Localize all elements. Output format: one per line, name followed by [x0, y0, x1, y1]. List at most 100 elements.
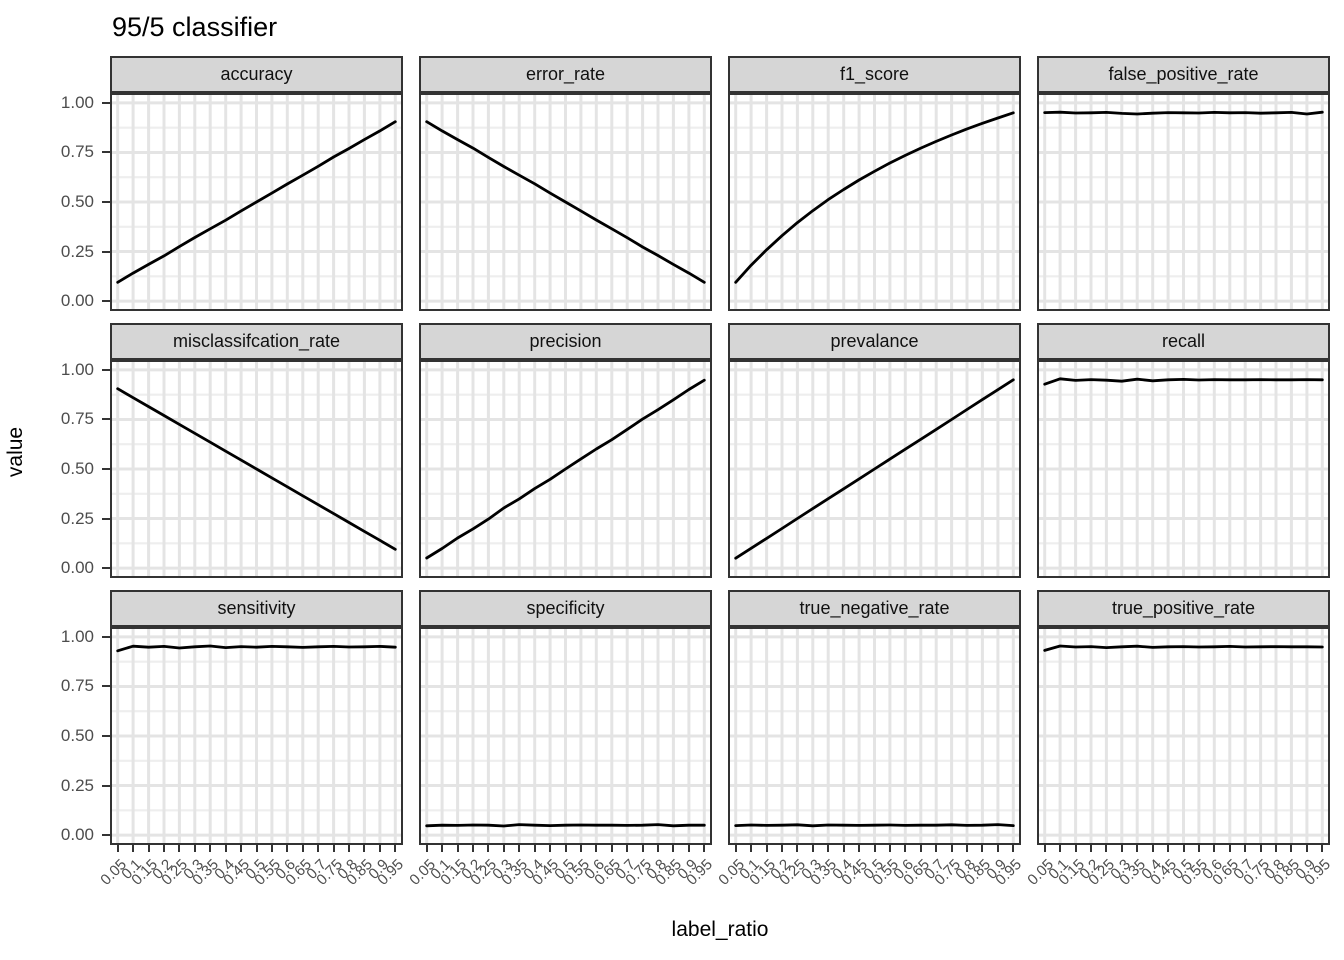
y-tick-label: 1.00 — [60, 92, 94, 112]
x-tick-mark — [1275, 845, 1278, 852]
x-axis-title: label_ratio — [671, 918, 769, 941]
facet-strip-label: recall — [1161, 331, 1205, 351]
data-line — [425, 823, 706, 828]
x-tick-mark — [502, 845, 505, 852]
y-tick-mark — [102, 685, 110, 688]
data-line — [1043, 377, 1324, 386]
facet-row: 1.00 0.75 0.50 0.25 0.00 accuracy error_rate f1… — [0, 56, 1344, 311]
facet-panel — [419, 360, 712, 578]
facet-grid: 1.00 0.75 0.50 0.25 0.00 accuracy error_rate f1… — [0, 56, 1344, 933]
x-tick-mark — [209, 845, 212, 852]
facet-strip: recall — [1037, 323, 1330, 360]
x-tick-mark — [796, 845, 799, 852]
x-tick-mark — [363, 845, 366, 852]
data-line — [734, 378, 1015, 560]
x-tick-mark — [858, 845, 861, 852]
facet-row: 1.00 0.75 0.50 0.25 0.00 misclassifcation_rat… — [0, 323, 1344, 578]
x-tick-mark — [888, 845, 891, 852]
panel-border — [1037, 93, 1330, 311]
x-tick-mark — [1151, 845, 1154, 852]
x-tick-mark — [966, 845, 969, 852]
data-line — [734, 823, 1015, 828]
facet-strip-label: true_negative_rate — [799, 598, 950, 618]
x-tick-mark — [827, 845, 830, 852]
x-tick-mark — [734, 845, 737, 852]
panel-canvas — [1037, 360, 1330, 578]
facet-panel — [728, 93, 1021, 311]
facet-strip-label: f1_score — [839, 64, 910, 84]
facet-strip-label: misclassifcation_rate — [172, 331, 341, 351]
panel-canvas — [419, 627, 712, 845]
facet-strip-label: false_positive_rate — [1108, 64, 1259, 84]
x-tick-mark — [1244, 845, 1247, 852]
facet-panel — [419, 93, 712, 311]
facet-panel — [728, 360, 1021, 578]
facet-strip: f1_score — [728, 56, 1021, 93]
x-axis: 0.05 0.1 0.15 0.2 0.25 0.3 0.35 0.4 0.45 0.5 0.55 0… — [406, 845, 716, 921]
data-line — [425, 120, 706, 284]
panel-border — [728, 360, 1021, 578]
y-tick-label: 0.50 — [60, 192, 94, 211]
facet-panel — [728, 627, 1021, 845]
facet-strip-label: true_positive_rate — [1111, 598, 1256, 618]
panel-canvas — [1037, 627, 1330, 845]
x-tick-mark — [301, 845, 304, 852]
x-tick-mark — [811, 845, 814, 852]
facet-error_rate: error_rate — [419, 56, 712, 311]
y-tick-mark — [102, 834, 110, 837]
x-tick-mark — [780, 845, 783, 852]
facet-strip-label: accuracy — [220, 64, 293, 84]
y-tick-label: 0.00 — [60, 558, 94, 578]
facet-true_negative_rate: true_negative_rate 0.05 0.1 0.15 0.2 0.25 0.3 0… — [715, 590, 1025, 921]
x-tick-mark — [317, 845, 320, 852]
x-tick-mark — [579, 845, 582, 852]
y-tick-mark — [102, 201, 110, 203]
x-tick-mark — [162, 845, 165, 852]
facet-recall: recall — [1037, 323, 1330, 578]
facet-strip: specificity — [419, 590, 712, 627]
x-tick-mark — [270, 845, 273, 852]
x-tick-mark — [240, 845, 243, 852]
y-tick-mark — [102, 784, 110, 787]
x-tick-mark — [657, 845, 660, 852]
panel-border — [1037, 627, 1330, 845]
y-tick-mark — [102, 567, 110, 570]
x-tick-mark — [842, 845, 845, 852]
y-axis-title: value — [4, 426, 27, 478]
panel-border — [728, 627, 1021, 845]
x-tick-mark — [1043, 845, 1046, 852]
x-tick-mark — [765, 845, 768, 852]
data-line — [116, 644, 397, 653]
x-tick-mark — [456, 845, 459, 852]
facet-strip: prevalance — [728, 323, 1021, 360]
facet-sensitivity: sensitivity 0.05 0.1 0.15 0.2 0.25 0.3 0.35 0.4 0… — [97, 590, 407, 921]
facet-prevalance: prevalance — [728, 323, 1021, 578]
panel-canvas — [728, 360, 1021, 578]
facet-false_positive_rate: false_positive_rate — [1037, 56, 1330, 311]
x-tick-mark — [672, 845, 675, 852]
x-axis: 0.05 0.1 0.15 0.2 0.25 0.3 0.35 0.4 0.45 0.5 0.55 0… — [97, 845, 407, 921]
x-tick-mark — [425, 845, 428, 852]
y-tick-mark — [102, 368, 110, 371]
data-line — [116, 120, 397, 284]
facet-strip: error_rate — [419, 56, 712, 93]
y-tick-mark — [102, 468, 110, 470]
x-tick-mark — [549, 845, 552, 852]
x-tick-mark — [703, 845, 706, 852]
y-tick-mark — [102, 101, 110, 104]
facet-panel — [1037, 93, 1330, 311]
panel-canvas — [110, 93, 403, 311]
x-tick-mark — [1213, 845, 1216, 852]
x-tick-mark — [255, 845, 258, 852]
x-tick-mark — [981, 845, 984, 852]
x-tick-mark — [687, 845, 690, 852]
y-tick-label: 0.50 — [60, 459, 94, 478]
y-tick-label: 0.25 — [60, 775, 94, 795]
x-tick-mark — [641, 845, 644, 852]
x-tick-mark — [1197, 845, 1200, 852]
x-tick-mark — [178, 845, 181, 852]
x-tick-mark — [132, 845, 135, 852]
facet-precision: precision — [419, 323, 712, 578]
y-tick-mark — [102, 735, 110, 737]
